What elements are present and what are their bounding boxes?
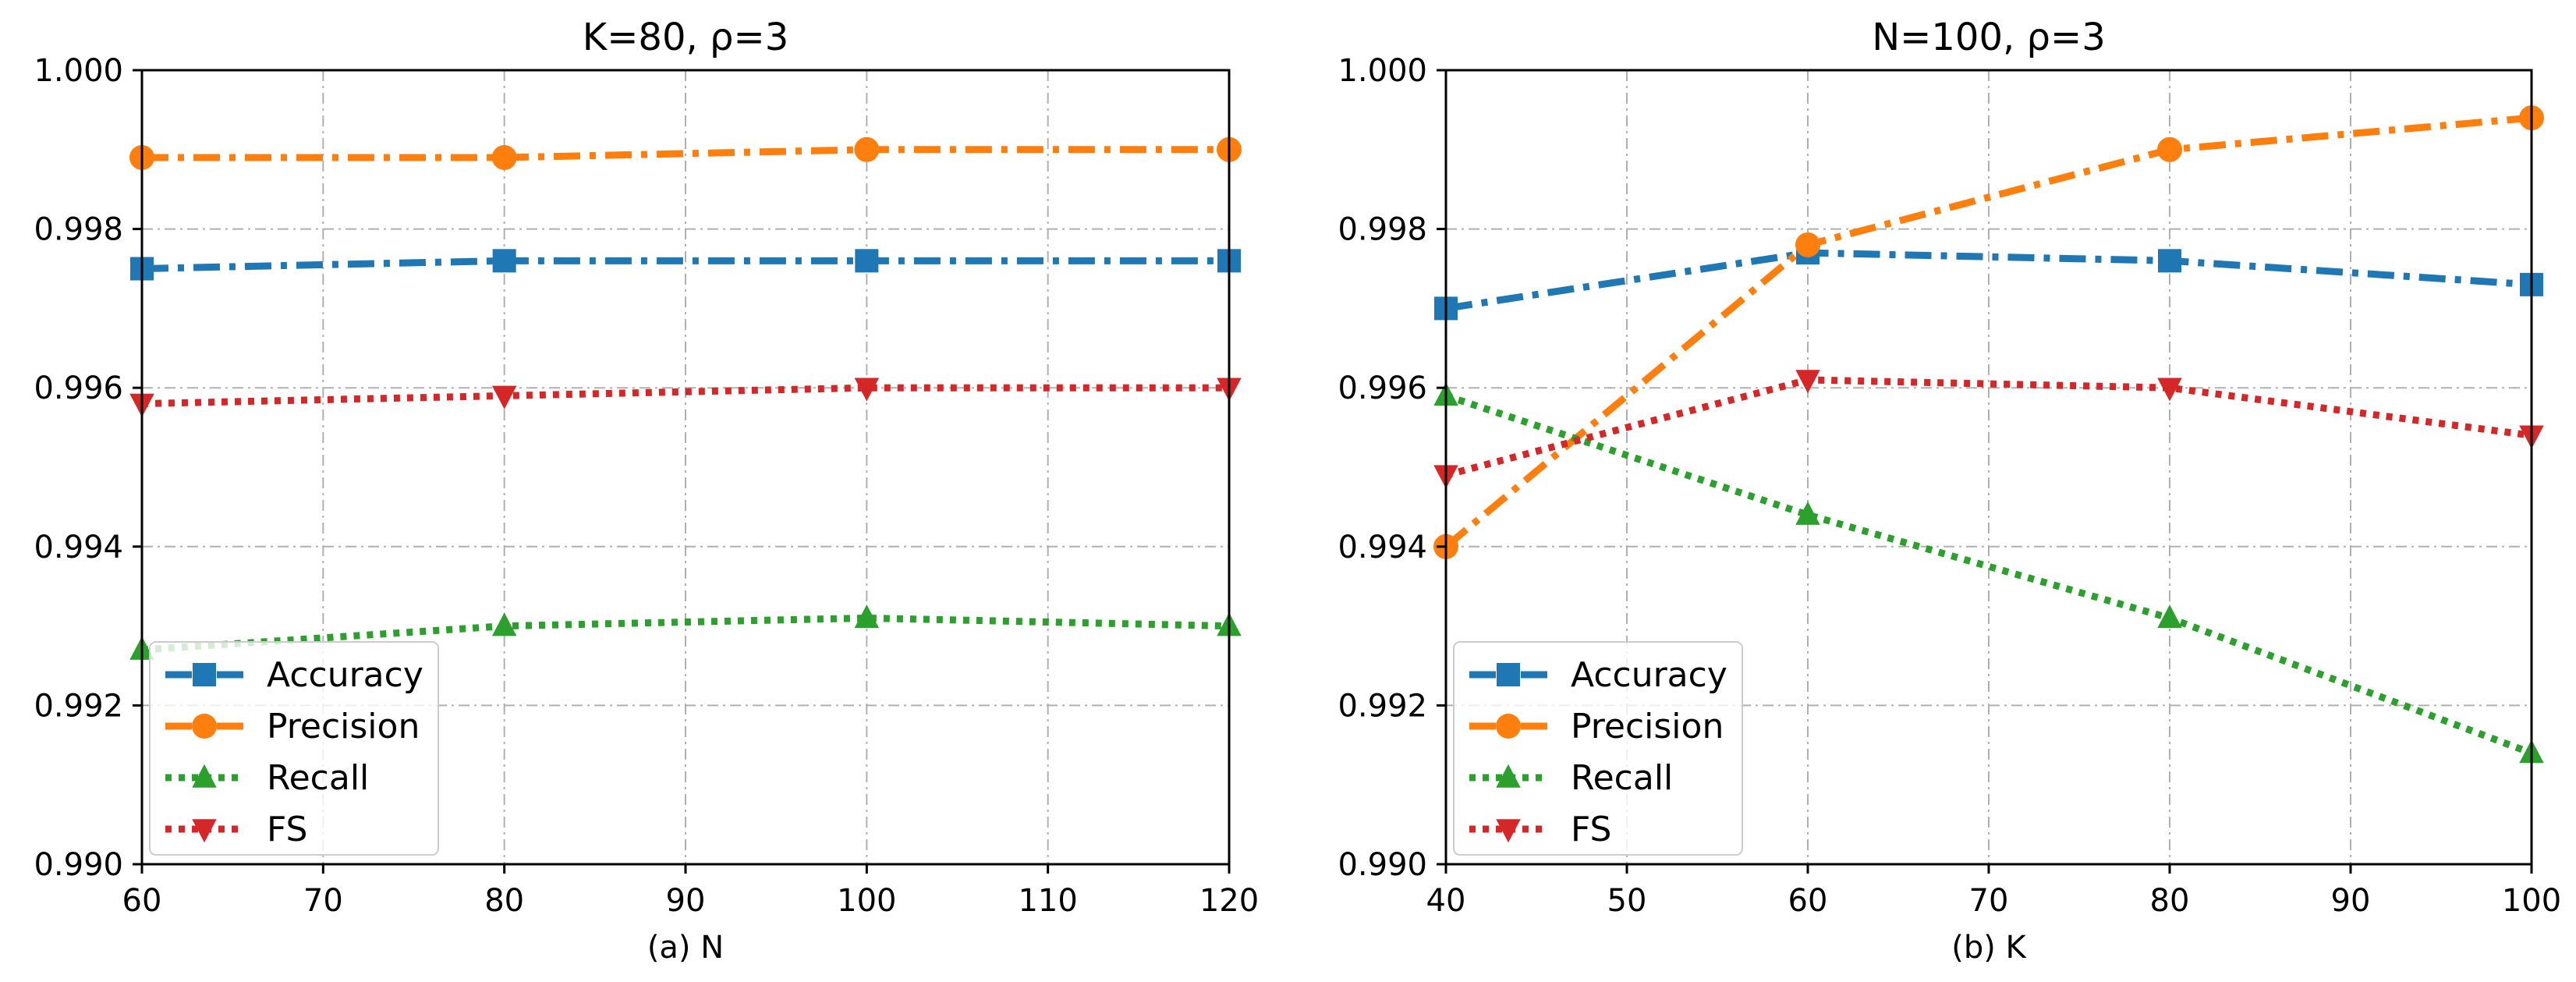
data-point-fs [854,378,880,402]
data-point-accuracy [492,249,516,273]
legend-marker [192,764,217,788]
data-point-recall [491,612,517,636]
legend-label: Precision [1571,707,1724,746]
legend-label: Recall [1571,758,1673,798]
legend-item-precision: Precision [1469,707,1724,746]
x-axis-label: (b) K [1951,930,2027,966]
series-line-precision [1444,114,2532,550]
y-tick-label: 0.996 [1338,370,1427,406]
y-tick-label: 1.000 [34,53,123,89]
series-markers-accuracy [1434,241,2543,321]
data-point-recall [2157,604,2182,629]
y-tick-label: 0.998 [34,212,123,248]
x-tick-label: 120 [1199,883,1259,919]
data-point-recall [1795,501,1820,525]
series-line-recall [1444,392,2533,757]
legend-marker [1496,714,1521,739]
legend-label: Accuracy [1571,655,1727,695]
data-point-accuracy [2158,249,2181,273]
x-tick-label: 110 [1018,883,1077,919]
chart-panel-b: 40 50 60 70 80 90 100 0.990 0.992 0.994 0.996 0.998… [1338,16,2561,966]
y-tick-label: 0.990 [1338,847,1427,883]
series-markers-precision [1433,105,2544,559]
chart-title: K=80, ρ=3 [583,16,789,59]
y-tick-label: 0.990 [34,847,123,883]
legend-item-accuracy: Accuracy [1469,655,1727,695]
y-tick-label: 0.992 [1338,688,1427,724]
legend-item-accuracy: Accuracy [165,655,423,695]
chart-panel-a: 60 70 80 90 100 110 120 0.990 0.992 0.994 0.996 0.9… [34,16,1259,966]
legend-label: Recall [267,758,369,798]
legend-item-precision: Precision [165,707,420,746]
y-tick-label: 0.994 [1338,530,1427,565]
x-tick-label: 80 [484,883,524,919]
x-tick-label: 40 [1426,883,1466,919]
data-point-fs [491,385,517,409]
legend-item-fs: FS [1469,810,1611,849]
x-tick-label: 70 [303,883,343,919]
legend-marker [1496,819,1521,843]
data-point-precision [491,144,517,170]
series-line-fs [1444,376,2532,479]
legend-box [1453,641,1743,856]
y-tick-label: 1.000 [1338,53,1427,89]
data-point-precision [854,136,880,162]
legend-marker [1497,663,1520,686]
data-point-precision [2157,136,2182,162]
y-tick-label: 0.992 [34,688,123,724]
x-tick-label: 70 [1969,883,2009,919]
chart-title: N=100, ρ=3 [1872,16,2105,59]
series-line-recall [141,614,1230,654]
legend-item-recall: Recall [1469,758,1673,798]
x-tick-label: 50 [1607,883,1647,919]
data-point-accuracy [855,249,879,273]
legend-item-recall: Recall [165,758,369,798]
x-tick-label: 100 [837,883,896,919]
x-tick-label: 60 [122,883,162,919]
x-axis-label: (a) N [647,930,724,966]
x-tick-label: 100 [2502,883,2561,919]
legend: Accuracy Precision Recall FS [149,641,439,856]
legend-marker [192,819,217,843]
x-tick-label: 60 [1788,883,1828,919]
x-tick-label: 90 [2331,883,2371,919]
x-tick-label: 80 [2150,883,2190,919]
legend-label: Precision [267,707,420,746]
legend-item-fs: FS [165,810,307,849]
data-point-fs [1795,370,1820,394]
data-point-fs [2157,378,2182,402]
legend-box [149,641,439,856]
legend-label: Accuracy [267,655,423,695]
data-point-precision [1795,232,1820,257]
series-line-fs [141,384,1229,408]
legend-marker [192,714,217,739]
y-tick-label: 0.994 [34,530,123,565]
legend-label: FS [267,810,307,849]
legend-label: FS [1571,810,1611,849]
y-tick-label: 0.996 [34,370,123,406]
legend: Accuracy Precision Recall FS [1453,641,1743,856]
y-tick-label: 0.998 [1338,212,1427,248]
legend-marker [1496,764,1521,788]
legend-marker [193,663,216,686]
x-tick-label: 90 [666,883,706,919]
data-point-recall [854,604,880,629]
